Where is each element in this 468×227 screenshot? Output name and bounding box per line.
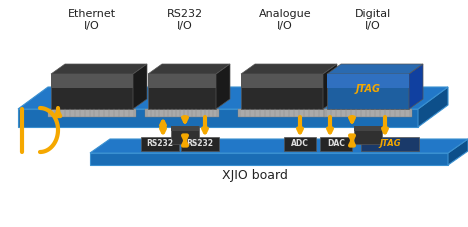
Polygon shape <box>18 87 448 109</box>
Bar <box>51 74 133 88</box>
Text: JTAG: JTAG <box>379 140 401 148</box>
Polygon shape <box>323 64 337 109</box>
Polygon shape <box>409 64 423 109</box>
Bar <box>148 74 216 88</box>
Bar <box>354 126 382 144</box>
Text: Ethernet
I/O: Ethernet I/O <box>68 9 116 31</box>
Text: JTAG: JTAG <box>356 84 380 94</box>
Polygon shape <box>448 139 468 165</box>
Polygon shape <box>216 64 230 109</box>
Polygon shape <box>90 139 468 153</box>
Text: RS232
I/O: RS232 I/O <box>167 9 203 31</box>
Bar <box>361 137 419 151</box>
Polygon shape <box>51 74 133 109</box>
Bar <box>354 126 382 131</box>
Bar <box>145 109 219 117</box>
Polygon shape <box>51 64 147 74</box>
Polygon shape <box>133 64 147 109</box>
Bar <box>238 109 326 117</box>
Bar <box>284 137 316 151</box>
Text: Digital
I/O: Digital I/O <box>355 9 391 31</box>
Bar <box>320 137 352 151</box>
Polygon shape <box>327 74 409 109</box>
Polygon shape <box>241 64 337 74</box>
Bar <box>171 126 199 144</box>
Text: RS232: RS232 <box>187 140 213 148</box>
Bar <box>241 74 323 88</box>
Text: DAC: DAC <box>327 140 345 148</box>
Text: XJIO board: XJIO board <box>222 168 288 182</box>
Text: RS232: RS232 <box>146 140 174 148</box>
Text: ADC: ADC <box>291 140 309 148</box>
Bar <box>181 137 219 151</box>
Polygon shape <box>418 87 448 127</box>
Polygon shape <box>241 74 323 109</box>
Polygon shape <box>327 64 423 74</box>
Bar <box>327 74 409 88</box>
Polygon shape <box>148 64 230 74</box>
Bar <box>141 137 179 151</box>
Bar <box>48 109 136 117</box>
Polygon shape <box>148 74 216 109</box>
Bar <box>171 126 199 131</box>
Polygon shape <box>90 153 448 165</box>
Polygon shape <box>18 109 418 127</box>
Bar <box>324 109 412 117</box>
Text: Analogue
I/O: Analogue I/O <box>259 9 311 31</box>
